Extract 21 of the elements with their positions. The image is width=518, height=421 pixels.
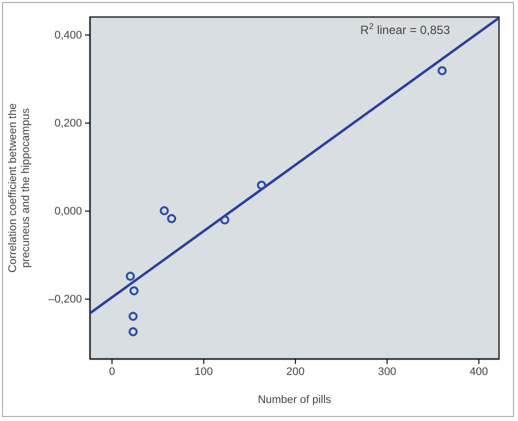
point [220, 215, 230, 224]
x-tick-label: 200 [286, 366, 305, 378]
point [256, 180, 266, 190]
y-tick-label: 0,200 [54, 118, 82, 130]
annotation: R$^{2}$ linear = 0,853 [360, 21, 450, 37]
point [128, 312, 138, 321]
point [126, 272, 135, 281]
y-tick-label: –0,200 [48, 294, 82, 306]
x-tick-label: 300 [378, 366, 396, 378]
point [129, 286, 139, 296]
point [128, 327, 138, 336]
x-axis-title: Number of pills [258, 394, 332, 406]
x-tick-label: 100 [194, 366, 213, 378]
point [438, 66, 447, 76]
point [167, 214, 176, 224]
y-tick-label: 0,000 [54, 206, 82, 218]
x-tick-label: 0 [108, 366, 116, 378]
y-axis-title: Correlation coefficient between the precuneus and the hippocampus [7, 103, 32, 273]
y-tick-label: 0,400 [54, 30, 82, 42]
x-tick-label: 400 [470, 366, 488, 378]
point [160, 206, 169, 216]
